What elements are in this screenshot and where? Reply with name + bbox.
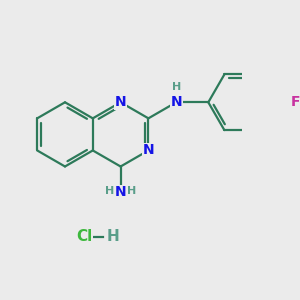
- Text: H: H: [127, 187, 136, 196]
- Text: Cl: Cl: [76, 230, 92, 244]
- Text: N: N: [115, 95, 126, 109]
- Text: N: N: [115, 185, 126, 200]
- Text: F: F: [291, 95, 300, 109]
- Text: H: H: [105, 187, 114, 196]
- Text: H: H: [172, 82, 181, 92]
- Text: N: N: [142, 143, 154, 158]
- Text: N: N: [170, 95, 182, 109]
- Text: H: H: [106, 230, 119, 244]
